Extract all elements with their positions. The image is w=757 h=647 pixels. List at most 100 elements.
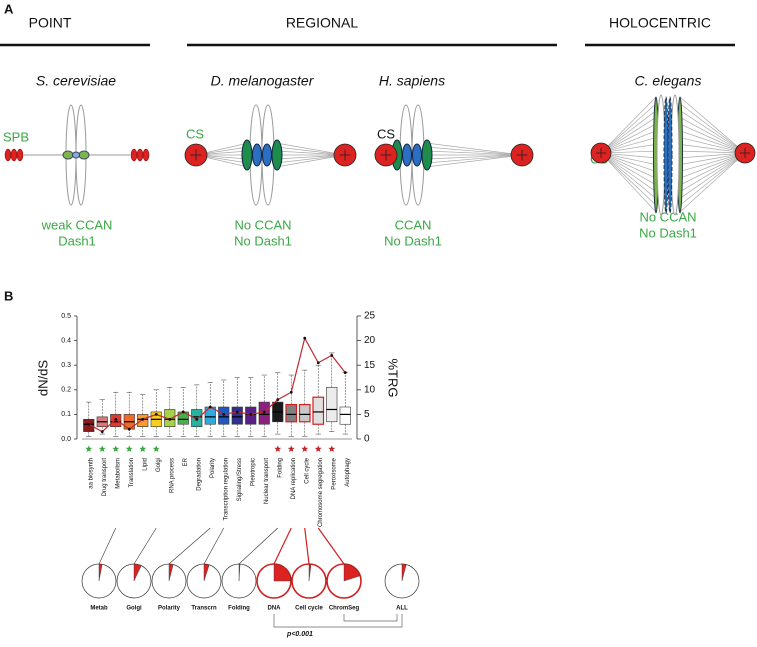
species-name: H. sapiens <box>379 73 445 89</box>
kinetochore <box>241 139 253 171</box>
spb <box>136 148 144 162</box>
significance-star <box>301 445 309 452</box>
kinetochore <box>421 139 433 171</box>
pole-label: SPB <box>3 129 29 144</box>
x-tick-label: RNA process <box>169 458 175 493</box>
panel-label: A <box>4 1 14 16</box>
significance-star <box>98 445 106 452</box>
box <box>285 403 298 423</box>
microtubule <box>275 150 346 156</box>
significance-bracket <box>273 614 403 628</box>
significance-star <box>274 445 282 452</box>
connector <box>238 527 278 565</box>
box <box>312 396 325 425</box>
microtubule <box>275 146 346 156</box>
microtubule <box>679 152 746 199</box>
spb <box>16 148 24 162</box>
significance-bracket <box>343 614 398 622</box>
pie-label: Transcrn <box>191 606 217 612</box>
x-tick-label: Degradation <box>196 458 202 491</box>
significance-star <box>152 445 160 452</box>
spb <box>130 148 138 162</box>
group-heading: REGIONAL <box>286 15 359 31</box>
pie-wedge <box>308 563 312 582</box>
centromere <box>402 143 412 167</box>
microtubule <box>679 152 746 186</box>
centromere <box>252 143 262 167</box>
connector <box>317 527 345 565</box>
spb <box>10 148 18 162</box>
y2-tick-label: 5 <box>364 409 370 420</box>
y2-tick-label: 20 <box>364 335 376 346</box>
y2-tick-label: 10 <box>364 384 376 395</box>
pie-wedge <box>401 563 407 582</box>
pie-wedge <box>98 563 103 582</box>
microtubule <box>600 152 657 213</box>
note: CCAN <box>395 217 432 232</box>
pie-wedge <box>238 563 241 582</box>
centromere <box>412 143 422 167</box>
y-axis-label: dN/dS <box>35 360 50 396</box>
connector <box>273 527 292 565</box>
x-tick-label: Transcription regulation <box>223 458 229 520</box>
trg-point <box>262 410 266 414</box>
panel-label: B <box>4 288 13 303</box>
group-heading: HOLOCENTRIC <box>609 15 711 31</box>
connector <box>98 527 117 565</box>
spb <box>142 148 150 162</box>
microtubule <box>679 137 746 154</box>
pie-label: Folding <box>228 606 250 612</box>
microtubule <box>679 144 746 154</box>
y-tick-label: 0.5 <box>61 313 71 320</box>
x-tick-label: Autophagy <box>345 458 351 487</box>
microtubule <box>679 130 746 154</box>
trg-point <box>330 353 334 357</box>
y2-tick-label: 25 <box>364 311 376 322</box>
spb <box>4 148 12 162</box>
x-tick-label: Chromosome segregation <box>318 458 324 527</box>
kinetochore <box>78 150 90 160</box>
microtubule <box>679 152 746 172</box>
x-tick-label: Polarity <box>210 458 216 478</box>
significance-star <box>139 445 147 452</box>
microtubule <box>679 96 746 154</box>
significance-star <box>112 445 120 452</box>
box <box>298 403 311 423</box>
note: weak CCAN <box>41 217 113 232</box>
centromere <box>262 143 272 167</box>
microtubule <box>679 152 746 206</box>
microtubule <box>600 96 657 154</box>
x-tick-label: Drug transport <box>102 458 108 497</box>
microtubule <box>600 152 657 192</box>
x-tick-label: Cell cycle <box>304 457 310 483</box>
note: No CCAN <box>639 209 696 224</box>
trg-point <box>195 417 199 421</box>
species-name: S. cerevisiae <box>36 73 116 89</box>
annotation: p<0.001 <box>286 631 313 638</box>
x-tick-label: Translation <box>129 458 135 487</box>
microtubule <box>679 123 746 154</box>
microtubule <box>600 152 657 199</box>
microtubule <box>600 103 657 154</box>
microtubule <box>425 150 523 156</box>
trg-point <box>141 417 145 421</box>
note: No Dash1 <box>639 225 697 240</box>
microtubule <box>425 154 523 160</box>
connector <box>168 527 211 565</box>
connector <box>304 527 310 565</box>
pie-wedge <box>273 563 292 582</box>
pie-wedge <box>168 563 174 582</box>
x-tick-label: Metabolism <box>115 458 121 489</box>
trg-point <box>276 398 280 402</box>
microtubule <box>425 142 523 156</box>
y-tick-label: 0.3 <box>61 362 71 369</box>
trg-point <box>316 361 320 365</box>
microtubule <box>600 117 657 154</box>
microtubule <box>679 152 746 165</box>
x-tick-label: DNA replication <box>291 458 297 499</box>
microtubule <box>679 152 746 193</box>
microtubule <box>275 154 346 160</box>
significance-star <box>328 445 336 452</box>
